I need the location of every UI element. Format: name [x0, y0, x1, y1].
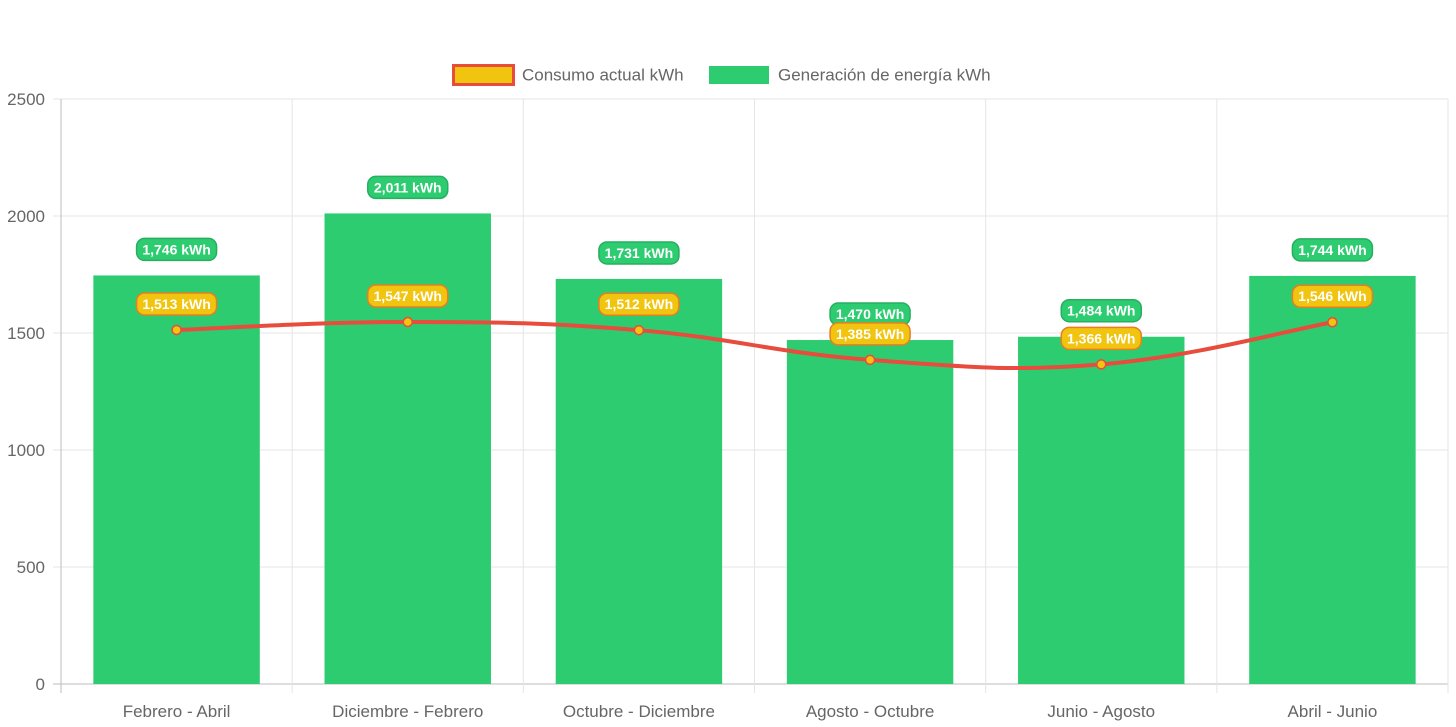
bar-value-label-bg	[1291, 238, 1374, 262]
axes: 0 500 1000 1500 2000 2500 Febrero - Abril Dicie…	[7, 90, 1377, 721]
y-tick-label: 1000	[7, 441, 45, 460]
line-point[interactable]	[633, 324, 645, 336]
line-value-label-bg	[135, 292, 218, 316]
x-tick-label: Agosto - Octubre	[806, 702, 935, 721]
bar-value-label-bg	[367, 175, 449, 200]
bar-value-label: 1,470 kWh	[836, 306, 904, 322]
y-tick-label: 2000	[7, 207, 45, 226]
y-tick-label: 0	[36, 675, 45, 694]
line-series	[171, 316, 1338, 371]
line-value-label-bg	[367, 284, 449, 308]
bar[interactable]	[324, 213, 491, 684]
y-tick-label: 1500	[7, 324, 45, 343]
grid	[53, 98, 1449, 693]
bar-value-label-bg	[135, 237, 218, 262]
line-value-label-bg	[598, 292, 680, 316]
series-line-consumo	[176, 320, 1333, 371]
bar[interactable]	[1018, 336, 1185, 684]
x-tick-label: Febrero - Abril	[123, 702, 231, 721]
line-value-label-bg	[829, 322, 911, 346]
line-point[interactable]	[402, 316, 413, 328]
bar[interactable]	[1249, 275, 1416, 684]
y-tick-label: 2500	[7, 90, 45, 109]
x-tick-label: Abril - Junio	[1288, 702, 1378, 721]
bar[interactable]	[93, 275, 260, 684]
bar[interactable]	[555, 278, 723, 684]
x-tick-label: Diciembre - Febrero	[332, 702, 483, 721]
legend-label-consumo[interactable]: Consumo actual kWh	[522, 66, 684, 85]
legend-swatch-generacion[interactable]	[709, 66, 769, 84]
line-point[interactable]	[1096, 359, 1107, 370]
data-labels: 1,746 kWh 2,011 kWh 1,731 kWh 1,470 kWh 1,48…	[135, 175, 1374, 351]
line-value-label-bg	[1060, 326, 1142, 351]
line-value-label: 1,512 kWh	[605, 296, 673, 312]
line-point[interactable]	[1327, 316, 1338, 328]
legend-label-generacion[interactable]: Generación de energía kWh	[778, 66, 991, 85]
line-point[interactable]	[171, 324, 182, 336]
bar-value-label-bg	[1060, 298, 1142, 323]
bar[interactable]	[786, 340, 954, 684]
bar-value-label: 1,484 kWh	[1067, 303, 1135, 319]
legend-swatch-consumo[interactable]	[452, 64, 515, 86]
line-value-label-bg	[1291, 284, 1374, 308]
bar-value-label: 1,731 kWh	[605, 245, 673, 261]
line-value-label: 1,513 kWh	[142, 296, 210, 312]
bar-value-label: 1,746 kWh	[142, 241, 210, 257]
line-value-label: 1,385 kWh	[836, 326, 904, 342]
bar-value-label-bg	[598, 241, 680, 265]
bar-value-label: 2,011 kWh	[374, 179, 442, 195]
line-value-label: 1,366 kWh	[1067, 330, 1135, 346]
line-point[interactable]	[864, 354, 876, 366]
bars	[93, 213, 1416, 684]
y-tick-label: 500	[17, 558, 45, 577]
x-tick-label: Junio - Agosto	[1047, 702, 1155, 721]
line-value-label: 1,546 kWh	[1298, 288, 1366, 304]
x-tick-label: Octubre - Diciembre	[563, 702, 715, 721]
line-value-label: 1,547 kWh	[374, 288, 442, 304]
legend: Consumo actual kWh Generación de energía…	[452, 64, 991, 86]
bar-value-label: 1,744 kWh	[1298, 242, 1366, 258]
